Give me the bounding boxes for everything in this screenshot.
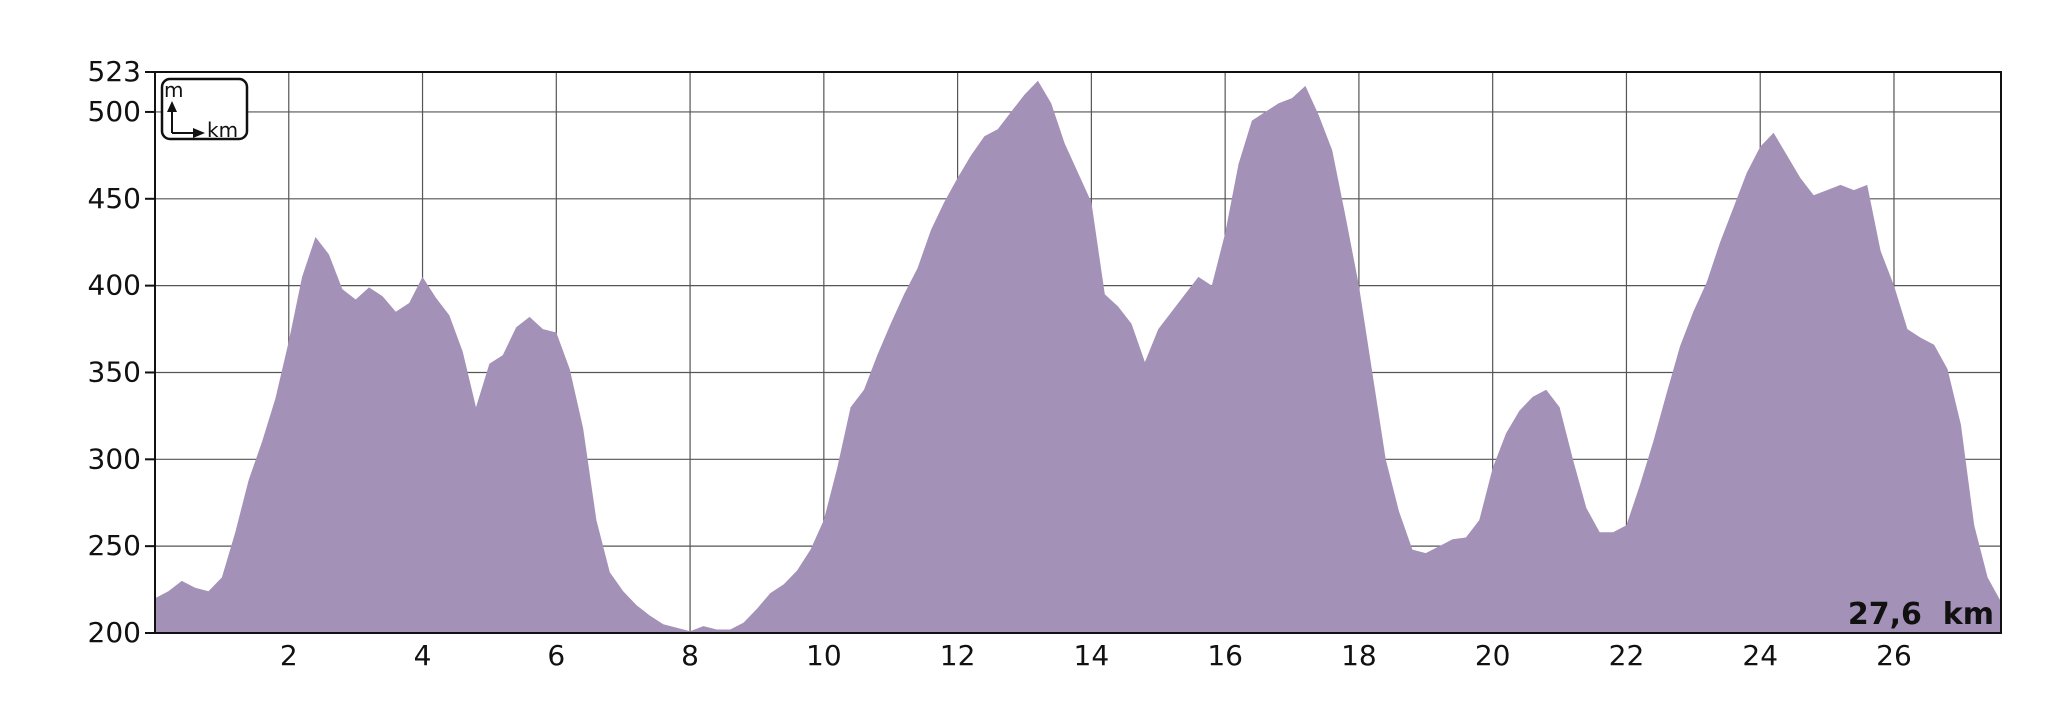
x-tick-label: 20	[1475, 639, 1511, 672]
total-distance-label: 27,6 km	[1848, 597, 1994, 632]
y-tick-label: 500	[88, 95, 141, 128]
x-tick-label: 22	[1609, 639, 1645, 672]
axis-ticks: 2 4 6 8 10 12 14 16 18 20 22 24 26200250300350400450…	[88, 55, 1912, 672]
x-tick-label: 10	[806, 639, 842, 672]
x-tick-label: 18	[1341, 639, 1377, 672]
y-tick-label: 200	[88, 616, 141, 649]
x-tick-label: 26	[1876, 639, 1912, 672]
y-tick-label: 523	[88, 55, 141, 88]
x-tick-label: 12	[940, 639, 976, 672]
y-tick-label: 450	[88, 182, 141, 215]
x-tick-label: 24	[1742, 639, 1778, 672]
elevation-area	[155, 80, 2001, 633]
plot-border	[154, 71, 2002, 634]
x-tick-label: 4	[414, 639, 432, 672]
unit-arrowhead-right-icon	[193, 128, 205, 138]
plot-frame	[154, 71, 2002, 634]
y-tick-label: 400	[88, 269, 141, 302]
y-tick-label: 250	[88, 529, 141, 562]
x-tick-label: 16	[1207, 639, 1243, 672]
y-tick-label: 300	[88, 442, 141, 475]
unit-arrowhead-up-icon	[167, 101, 177, 112]
x-tick-label: 6	[547, 639, 565, 672]
y-tick-label: 350	[88, 355, 141, 388]
axis-unit-box: m km	[160, 77, 249, 142]
y-unit-label: m	[164, 78, 183, 102]
x-tick-label: 14	[1074, 639, 1110, 672]
x-unit-label: km	[207, 118, 238, 142]
x-tick-label: 2	[280, 639, 298, 672]
elevation-area-fill	[155, 80, 2001, 633]
x-tick-label: 8	[681, 639, 699, 672]
